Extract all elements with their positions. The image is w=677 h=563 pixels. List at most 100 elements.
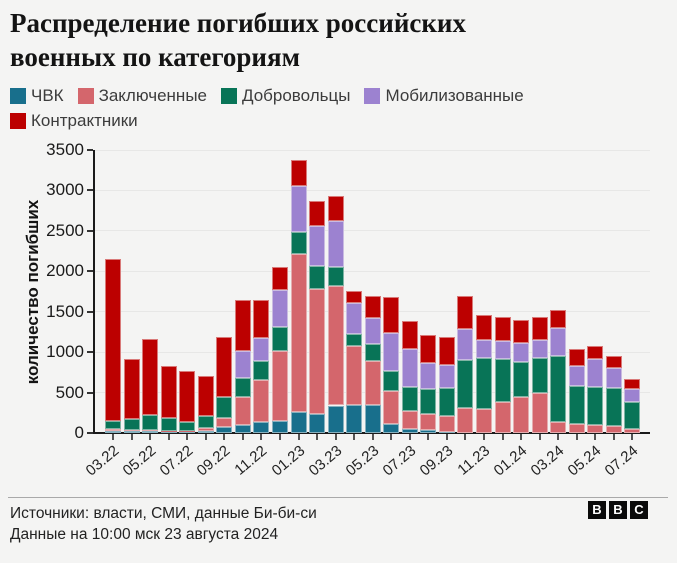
bar-segment-pmc-09.22[interactable] [216, 427, 233, 433]
bar-segment-mobilized-07.24[interactable] [624, 388, 641, 403]
bar-segment-contract-12.23[interactable] [494, 316, 511, 342]
bar-segment-prisoners-09.22[interactable] [216, 417, 233, 428]
bar-segment-pmc-08.22[interactable] [197, 430, 214, 433]
bar-segment-contract-06.23[interactable] [383, 297, 400, 333]
bar-segment-pmc-05.22[interactable] [142, 430, 159, 433]
bar-segment-contract-05.23[interactable] [364, 296, 381, 318]
bar-segment-contract-06.22[interactable] [160, 365, 177, 419]
bar-segment-mobilized-01.24[interactable] [513, 342, 530, 363]
bar-segment-mobilized-02.24[interactable] [531, 339, 548, 358]
bar-segment-contract-04.22[interactable] [123, 359, 140, 419]
bar-segment-pmc-05.23[interactable] [364, 404, 381, 433]
bar-segment-mobilized-03.23[interactable] [327, 221, 344, 268]
bar-segment-contract-09.22[interactable] [216, 336, 233, 397]
bar-segment-prisoners-04.22[interactable] [123, 430, 140, 431]
bar-segment-volunteers-01.24[interactable] [513, 362, 530, 398]
bar-segment-pmc-03.22[interactable] [105, 430, 121, 433]
bar-segment-mobilized-10.22[interactable] [234, 350, 251, 378]
bar-segment-pmc-01.23[interactable] [290, 411, 307, 433]
bar-segment-volunteers-11.22[interactable] [253, 361, 270, 380]
bar-segment-prisoners-03.24[interactable] [550, 422, 567, 433]
bar-segment-mobilized-11.22[interactable] [253, 338, 270, 362]
bar-segment-contract-05.24[interactable] [587, 346, 604, 360]
bar-segment-volunteers-07.23[interactable] [401, 387, 418, 411]
bar-segment-prisoners-06.23[interactable] [383, 390, 400, 424]
bar-segment-mobilized-12.23[interactable] [494, 341, 511, 360]
bar-segment-volunteers-03.22[interactable] [105, 420, 121, 430]
bar-segment-contract-01.23[interactable] [290, 160, 307, 187]
bar-segment-contract-10.22[interactable] [234, 299, 251, 351]
bar-segment-mobilized-08.23[interactable] [420, 362, 437, 390]
bar-segment-prisoners-10.23[interactable] [457, 407, 474, 433]
bar-segment-prisoners-12.23[interactable] [494, 402, 511, 433]
bar-segment-volunteers-08.22[interactable] [197, 416, 214, 429]
bar-segment-mobilized-04.23[interactable] [346, 302, 363, 335]
bar-segment-volunteers-07.24[interactable] [624, 402, 641, 430]
legend-item-volunteers[interactable]: Добровольцы [221, 86, 350, 106]
bar-segment-volunteers-05.22[interactable] [142, 415, 159, 431]
bar-segment-prisoners-04.23[interactable] [346, 345, 363, 405]
bar-segment-contract-03.24[interactable] [550, 310, 567, 329]
bar-segment-pmc-10.22[interactable] [234, 424, 251, 433]
bar-segment-volunteers-04.23[interactable] [346, 334, 363, 346]
bar-segment-prisoners-08.22[interactable] [197, 428, 214, 431]
bar-segment-contract-12.22[interactable] [271, 266, 288, 291]
bar-segment-contract-03.22[interactable] [105, 259, 121, 421]
bar-segment-pmc-03.23[interactable] [327, 405, 344, 433]
bar-segment-contract-07.23[interactable] [401, 321, 418, 350]
bar-segment-mobilized-09.23[interactable] [438, 365, 455, 389]
bar-segment-prisoners-07.22[interactable] [179, 430, 196, 432]
bar-segment-contract-03.23[interactable] [327, 196, 344, 222]
bar-segment-mobilized-05.24[interactable] [587, 359, 604, 388]
bar-segment-prisoners-05.22[interactable] [142, 430, 159, 431]
bar-segment-mobilized-05.23[interactable] [364, 317, 381, 345]
bar-segment-volunteers-05.23[interactable] [364, 344, 381, 361]
bar-segment-volunteers-02.23[interactable] [309, 265, 326, 289]
bar-segment-pmc-08.23[interactable] [420, 430, 437, 433]
bar-segment-prisoners-01.24[interactable] [513, 397, 530, 433]
bar-segment-prisoners-02.24[interactable] [531, 392, 548, 433]
bar-segment-contract-09.23[interactable] [438, 336, 455, 366]
bar-segment-prisoners-03.23[interactable] [327, 285, 344, 406]
bar-segment-mobilized-06.24[interactable] [605, 367, 622, 388]
bar-segment-prisoners-06.24[interactable] [605, 426, 622, 433]
bar-segment-pmc-06.22[interactable] [160, 430, 177, 433]
bar-segment-volunteers-04.24[interactable] [568, 385, 585, 424]
bar-segment-pmc-11.22[interactable] [253, 422, 270, 433]
bar-segment-prisoners-08.23[interactable] [420, 413, 437, 431]
bar-segment-pmc-07.23[interactable] [401, 428, 418, 433]
bar-segment-volunteers-12.23[interactable] [494, 359, 511, 403]
legend-item-contract[interactable]: Контрактники [10, 111, 138, 131]
legend-item-prisoners[interactable]: Заключенные [77, 86, 207, 106]
bar-segment-pmc-07.22[interactable] [179, 431, 196, 433]
bar-segment-mobilized-06.23[interactable] [383, 332, 400, 371]
bar-segment-mobilized-12.22[interactable] [271, 290, 288, 327]
bar-segment-volunteers-09.22[interactable] [216, 397, 233, 418]
bar-segment-contract-08.22[interactable] [197, 376, 214, 416]
bar-segment-volunteers-10.23[interactable] [457, 360, 474, 408]
bar-segment-contract-04.23[interactable] [346, 291, 363, 303]
bar-segment-contract-11.22[interactable] [253, 300, 270, 339]
bar-segment-prisoners-09.23[interactable] [438, 416, 455, 433]
bar-segment-volunteers-06.23[interactable] [383, 370, 400, 391]
bar-segment-pmc-09.23[interactable] [438, 432, 455, 433]
bar-segment-prisoners-03.22[interactable] [105, 429, 121, 431]
bar-segment-mobilized-11.23[interactable] [476, 339, 492, 358]
bar-segment-mobilized-02.23[interactable] [309, 226, 326, 266]
bar-segment-volunteers-05.24[interactable] [587, 387, 604, 426]
bar-segment-prisoners-12.22[interactable] [271, 351, 288, 421]
bar-segment-volunteers-03.24[interactable] [550, 356, 567, 423]
bar-segment-contract-02.24[interactable] [531, 316, 548, 340]
bar-segment-mobilized-10.23[interactable] [457, 328, 474, 361]
bar-segment-contract-04.24[interactable] [568, 349, 585, 366]
bar-segment-pmc-02.23[interactable] [309, 413, 326, 433]
bar-segment-contract-06.24[interactable] [605, 355, 622, 368]
bar-segment-contract-07.24[interactable] [624, 378, 641, 389]
bar-segment-contract-08.23[interactable] [420, 334, 437, 363]
bar-segment-prisoners-07.24[interactable] [624, 429, 641, 433]
bar-segment-contract-05.22[interactable] [142, 338, 159, 416]
bar-segment-volunteers-04.22[interactable] [123, 418, 140, 431]
bar-segment-prisoners-01.23[interactable] [290, 253, 307, 412]
bar-segment-mobilized-07.23[interactable] [401, 349, 418, 388]
bar-segment-contract-02.23[interactable] [309, 200, 326, 226]
